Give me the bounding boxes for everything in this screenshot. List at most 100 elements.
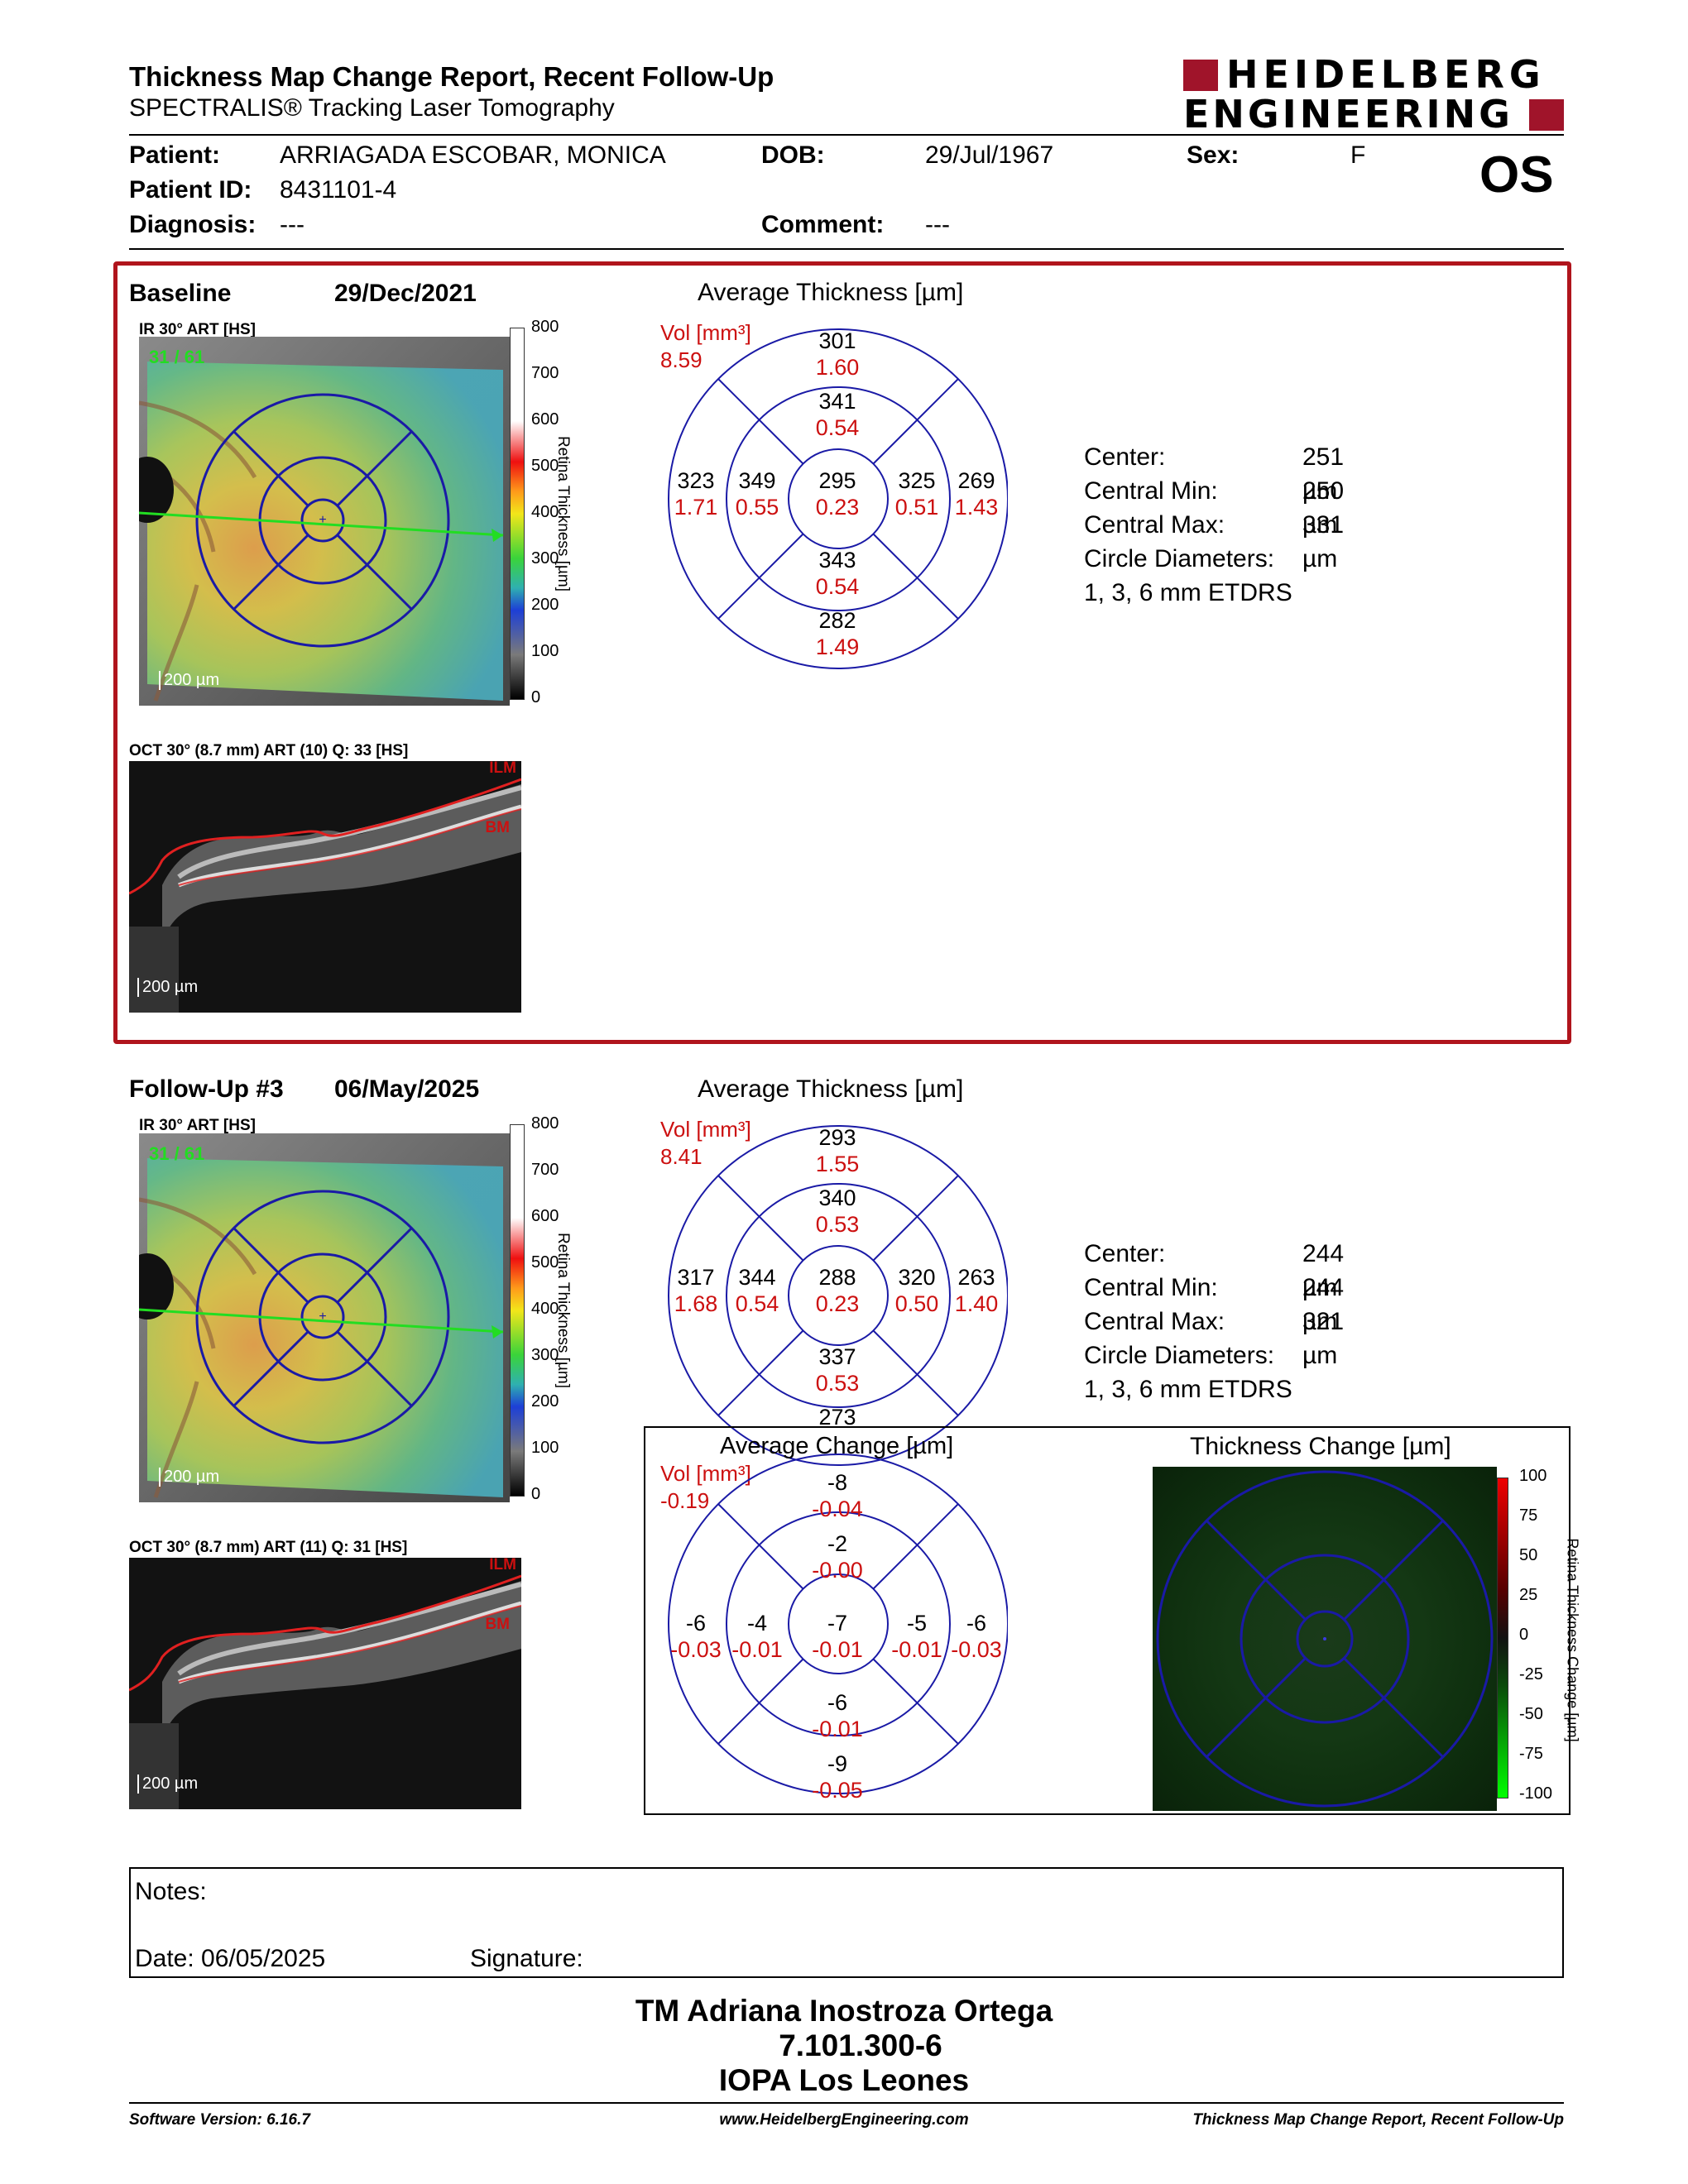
followup-map-title: Average Thickness [µm]	[698, 1075, 964, 1103]
change-outer-nas: -6 -0.03	[951, 1611, 1002, 1662]
followup-inner-inf: 337 0.53	[815, 1344, 860, 1396]
baseline-colorbar	[510, 328, 525, 700]
comment-label: Comment:	[761, 211, 885, 238]
baseline-frame	[113, 261, 1571, 1044]
footer-website-link[interactable]: www.HeidelbergEngineering.com	[719, 2111, 969, 2129]
heidelberg-logo: HEIDELBERG ENGINEERING	[1183, 52, 1564, 136]
followup-outer-sup: 293 1.55	[815, 1125, 860, 1176]
followup-center: 288 0.23	[815, 1265, 860, 1316]
followup-fundus-image: + 31 / 61 200 µm	[139, 1133, 510, 1502]
followup-oct-svg	[129, 1558, 521, 1809]
change-inner-nas: -5 -0.01	[891, 1611, 942, 1662]
notes-date: Date: 06/05/2025	[135, 1945, 326, 1972]
change-etdrs-grid	[668, 1454, 1008, 1794]
baseline-etdrs-grid	[668, 328, 1008, 669]
followup-colorbar-title: Retina Thickness [µm]	[554, 1233, 572, 1388]
baseline-label: Baseline	[129, 280, 232, 307]
followup-date: 06/May/2025	[334, 1075, 480, 1103]
baseline-outer-nas: 269 1.43	[954, 468, 999, 520]
eye-label: OS	[1479, 146, 1554, 204]
thickness-change-title: Thickness Change [µm]	[1190, 1433, 1451, 1460]
baseline-date: 29/Dec/2021	[334, 280, 477, 307]
change-outer-temp: -6 -0.03	[670, 1611, 722, 1662]
baseline-vol-value: 8.59	[660, 347, 703, 372]
followup-outer-nas: 263 1.40	[954, 1265, 999, 1316]
change-inner-temp: -4 -0.01	[731, 1611, 783, 1662]
logo-line2: ENGINEERING	[1183, 92, 1513, 136]
followup-label: Follow-Up #3	[129, 1075, 284, 1103]
baseline-oct-scale: 200 µm	[137, 978, 198, 997]
diagnosis-value: ---	[280, 211, 305, 238]
patient-label: Patient:	[129, 141, 221, 169]
followup-ir-scale: 200 µm	[159, 1468, 219, 1487]
change-inner-sup: -2 -0.00	[812, 1531, 863, 1583]
comment-value: ---	[925, 211, 950, 238]
svg-text:+: +	[319, 1310, 326, 1324]
baseline-fundus-svg: +	[139, 337, 510, 706]
followup-fundus-svg: +	[139, 1133, 510, 1502]
baseline-outer-inf: 282 1.49	[815, 608, 860, 659]
patient-id-value: 8431101-4	[280, 176, 397, 204]
change-center: -7 -0.01	[812, 1611, 863, 1662]
baseline-oct-svg	[129, 761, 521, 1013]
baseline-colorbar-title: Retina Thickness [µm]	[554, 436, 572, 592]
notes-signature: Signature:	[470, 1945, 583, 1972]
followup-stats: Center: 244 µm Central Min: 244 µm Central…	[1084, 1240, 1345, 1403]
baseline-oct-ilm-label: ILM	[489, 761, 516, 777]
baseline-ir-title: IR 30° ART [HS]	[139, 321, 256, 338]
followup-colorbar	[510, 1124, 525, 1497]
change-colorbar	[1497, 1478, 1508, 1798]
dob-value: 29/Jul/1967	[925, 141, 1054, 169]
followup-oct-scale: 200 µm	[137, 1774, 198, 1794]
diagnosis-label: Diagnosis:	[129, 211, 257, 238]
patient-name: ARRIAGADA ESCOBAR, MONICA	[280, 141, 666, 169]
svg-text:+: +	[319, 513, 326, 527]
report-title: Thickness Map Change Report, Recent Foll…	[129, 61, 774, 92]
dob-label: DOB:	[761, 141, 825, 169]
baseline-outer-temp: 323 1.71	[674, 468, 718, 520]
followup-outer-temp: 317 1.68	[674, 1265, 718, 1316]
change-colorbar-title: Retina Thickness Change [µm]	[1564, 1538, 1581, 1742]
baseline-inner-sup: 341 0.54	[815, 389, 860, 440]
followup-inner-temp: 344 0.54	[735, 1265, 779, 1316]
followup-vol-label: Vol [mm³]	[660, 1117, 751, 1142]
report-subtitle: SPECTRALIS® Tracking Laser Tomography	[129, 94, 615, 122]
sex-label: Sex:	[1187, 141, 1240, 169]
followup-oct-bm-label: BM	[485, 1616, 510, 1633]
patient-id-label: Patient ID:	[129, 176, 252, 204]
stamp-institution: IOPA Los Leones	[718, 2063, 970, 2097]
followup-vol-value: 8.41	[660, 1144, 703, 1169]
baseline-stats: Center: 251 µm Central Min: 250 µm Central…	[1084, 443, 1345, 606]
stamp-name: TM Adriana Inostroza Ortega	[635, 1994, 1053, 2028]
baseline-oct-bm-label: BM	[485, 819, 510, 836]
notes-box[interactable]	[129, 1867, 1564, 1978]
followup-outer-inf: 273	[818, 1405, 856, 1430]
change-outer-inf: -9 -0.05	[812, 1751, 863, 1803]
baseline-vol-label: Vol [mm³]	[660, 320, 751, 345]
baseline-fundus-image: + 31 / 61 200 µm	[139, 337, 510, 706]
thickness-change-map	[1153, 1467, 1497, 1811]
baseline-inner-temp: 349 0.55	[735, 468, 779, 520]
baseline-outer-sup: 301 1.60	[815, 328, 860, 380]
footer-report-name: Thickness Map Change Report, Recent Foll…	[1192, 2111, 1564, 2129]
change-inner-inf: -6 -0.01	[812, 1690, 863, 1741]
followup-etdrs-grid	[668, 1125, 1008, 1466]
followup-inner-sup: 340 0.53	[815, 1185, 860, 1237]
followup-fundus-overlay: 31 / 61	[149, 1143, 205, 1164]
baseline-map-title: Average Thickness [µm]	[698, 279, 964, 306]
change-vol-value: -0.19	[660, 1488, 710, 1513]
followup-oct-image: ILM BM 200 µm	[129, 1558, 521, 1809]
followup-inner-nas: 320 0.50	[894, 1265, 939, 1316]
change-outer-sup: -8 -0.04	[812, 1470, 863, 1521]
logo-line1: HEIDELBERG	[1226, 52, 1546, 97]
sex-value: F	[1350, 141, 1366, 169]
change-vol-label: Vol [mm³]	[660, 1461, 751, 1486]
thickness-change-svg	[1156, 1470, 1494, 1808]
followup-ir-title: IR 30° ART [HS]	[139, 1117, 256, 1134]
baseline-fundus-overlay: 31 / 61	[149, 347, 205, 367]
baseline-oct-title: OCT 30° (8.7 mm) ART (10) Q: 33 [HS]	[129, 742, 409, 759]
followup-oct-ilm-label: ILM	[489, 1558, 516, 1573]
baseline-center: 295 0.23	[815, 468, 860, 520]
stamp-id: 7.101.300-6	[779, 2028, 942, 2062]
baseline-ir-scale: 200 µm	[159, 671, 219, 690]
